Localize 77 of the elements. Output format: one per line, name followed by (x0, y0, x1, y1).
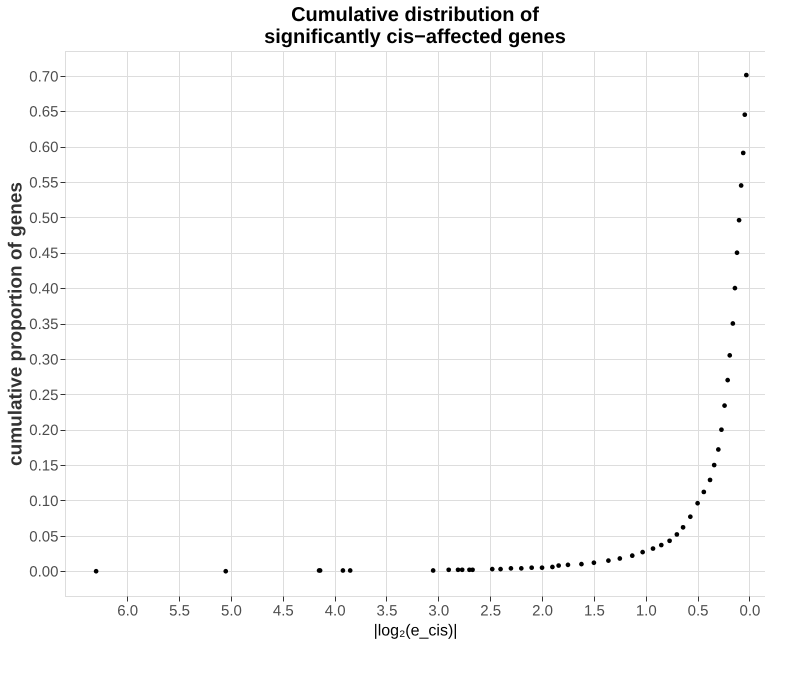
point (688, 514, 693, 520)
point (540, 565, 544, 570)
x-axis-title: |log₂(e_cis)| (374, 622, 458, 640)
y-tick-label: 0.55 (29, 174, 58, 192)
point (566, 562, 570, 568)
point (518, 566, 524, 571)
x-tick-label: 4.0 (324, 602, 346, 620)
point (722, 403, 727, 408)
y-tick-label: 0.10 (29, 492, 58, 510)
point (667, 538, 672, 544)
y-tick-label: 0.25 (29, 386, 58, 404)
point (732, 286, 738, 290)
x-tick-label: 3.5 (376, 602, 398, 620)
point (701, 490, 706, 494)
point (592, 560, 596, 566)
x-tick-label: 5.5 (169, 602, 190, 620)
point (529, 565, 534, 570)
y-tick-label: 0.15 (29, 458, 58, 475)
point (727, 353, 732, 358)
chart-title: Cumulative distribution of significantly cis−affected genes (264, 4, 566, 48)
x-tick-label: 2.5 (480, 602, 502, 620)
point (658, 542, 664, 548)
x-tick-label: 5.0 (220, 602, 242, 620)
x-tick-label: 4.5 (272, 602, 294, 620)
point (606, 558, 611, 563)
y-tick-label: 0.60 (29, 139, 58, 156)
point (498, 566, 503, 572)
point (430, 568, 436, 573)
point (460, 567, 465, 572)
point (734, 250, 740, 256)
point (719, 427, 724, 432)
y-tick-label: 0.45 (29, 245, 58, 262)
point (550, 564, 555, 570)
point (223, 568, 228, 574)
y-tick-label: 0.40 (29, 280, 58, 298)
point (680, 525, 686, 530)
y-tick-label: 0.35 (29, 316, 58, 333)
y-tick-label: 0.70 (29, 68, 58, 86)
y-tick-label: 0.50 (29, 210, 58, 227)
point (744, 72, 749, 78)
point (695, 500, 700, 506)
point (708, 478, 712, 482)
point (725, 378, 730, 382)
y-tick-label: 0.05 (29, 528, 58, 546)
point (617, 556, 622, 561)
point (640, 550, 645, 554)
y-tick-label: 0.00 (29, 564, 58, 581)
point (650, 546, 656, 551)
y-tick-label: 0.65 (29, 104, 58, 121)
point (446, 567, 452, 572)
point (508, 566, 514, 571)
point (94, 568, 98, 574)
point (630, 553, 635, 558)
point (556, 563, 561, 568)
x-tick-label: 6.0 (117, 602, 138, 620)
point (736, 218, 742, 223)
point (348, 568, 353, 573)
point (456, 567, 460, 572)
x-tick-label: 0.0 (740, 602, 760, 620)
y-tick-label: 0.20 (29, 422, 58, 440)
point (738, 183, 744, 188)
x-tick-label: 2.0 (532, 602, 553, 620)
point (742, 112, 748, 118)
point (712, 462, 717, 468)
point (490, 566, 495, 572)
y-tick-label: 0.30 (29, 351, 58, 368)
x-tick-label: 0.5 (688, 602, 709, 620)
x-tick-label: 1.0 (636, 602, 657, 620)
y-axis-title: cumulative proportion of genes (5, 182, 26, 466)
point (340, 568, 346, 573)
point (579, 562, 584, 566)
x-tick-label: 3.0 (428, 602, 450, 620)
point (716, 447, 721, 452)
point (740, 150, 746, 156)
x-tick-label: 1.5 (584, 602, 605, 620)
point (674, 532, 680, 537)
point (730, 321, 736, 326)
